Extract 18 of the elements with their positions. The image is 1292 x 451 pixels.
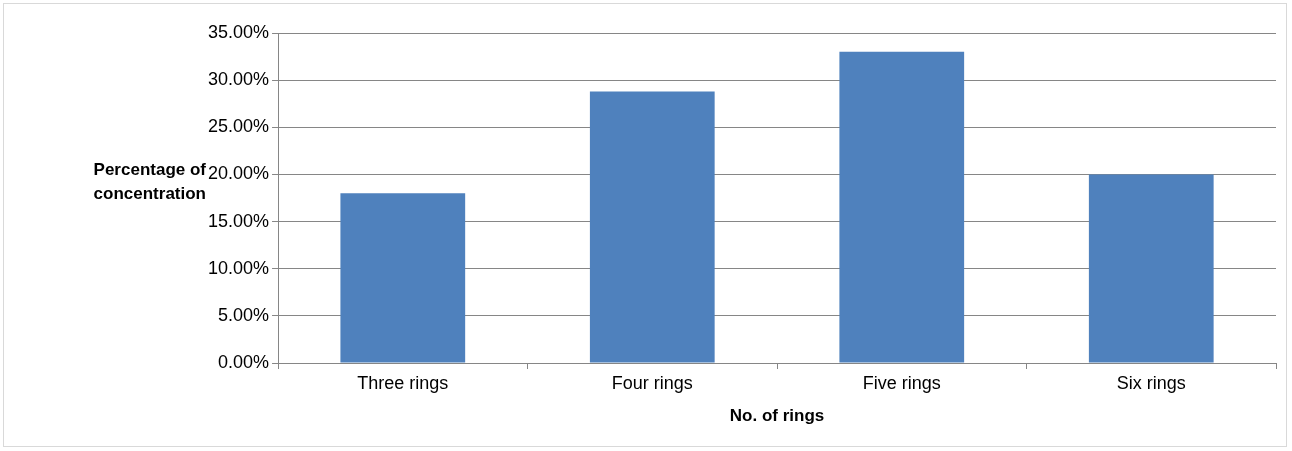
x-tick-label: Three rings xyxy=(357,372,449,393)
x-tick-label: Four rings xyxy=(611,372,693,393)
bar xyxy=(589,91,715,363)
y-tick-label: 5.00% xyxy=(218,304,270,325)
y-axis-title: Percentage of concentration xyxy=(92,159,206,205)
y-tick-label: 35.00% xyxy=(207,21,270,42)
y-tick-label: 10.00% xyxy=(207,257,270,278)
y-tick-label: 25.00% xyxy=(207,116,270,137)
bar xyxy=(1088,174,1214,363)
x-tick-label: Six rings xyxy=(1116,372,1186,393)
y-tick-label: 0.00% xyxy=(218,351,270,372)
bar xyxy=(839,51,965,363)
y-tick-label: 30.00% xyxy=(207,69,270,90)
x-tick-label: Five rings xyxy=(862,372,941,393)
bar xyxy=(340,193,466,363)
y-tick-label: 15.00% xyxy=(207,210,270,231)
y-tick-label: 20.00% xyxy=(207,163,270,184)
x-axis-title: No. of rings xyxy=(729,406,825,426)
